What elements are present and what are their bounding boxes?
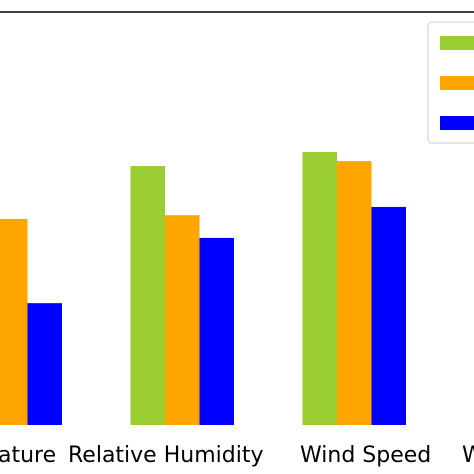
bar [0,218,28,425]
x-tick-label: Relative Humidity [68,443,263,468]
x-tick-label: ature [0,443,56,468]
bar [165,215,200,425]
legend-swatch [440,36,474,50]
x-tick-label: Wind Speed [300,443,431,468]
bar [371,206,406,425]
legend-swatch [440,76,474,90]
bar [199,237,234,425]
bar [337,161,372,425]
bar [130,166,165,425]
x-tick-label: W [462,443,474,468]
bar [302,152,337,425]
bar [27,303,62,425]
legend-swatch [440,116,474,130]
